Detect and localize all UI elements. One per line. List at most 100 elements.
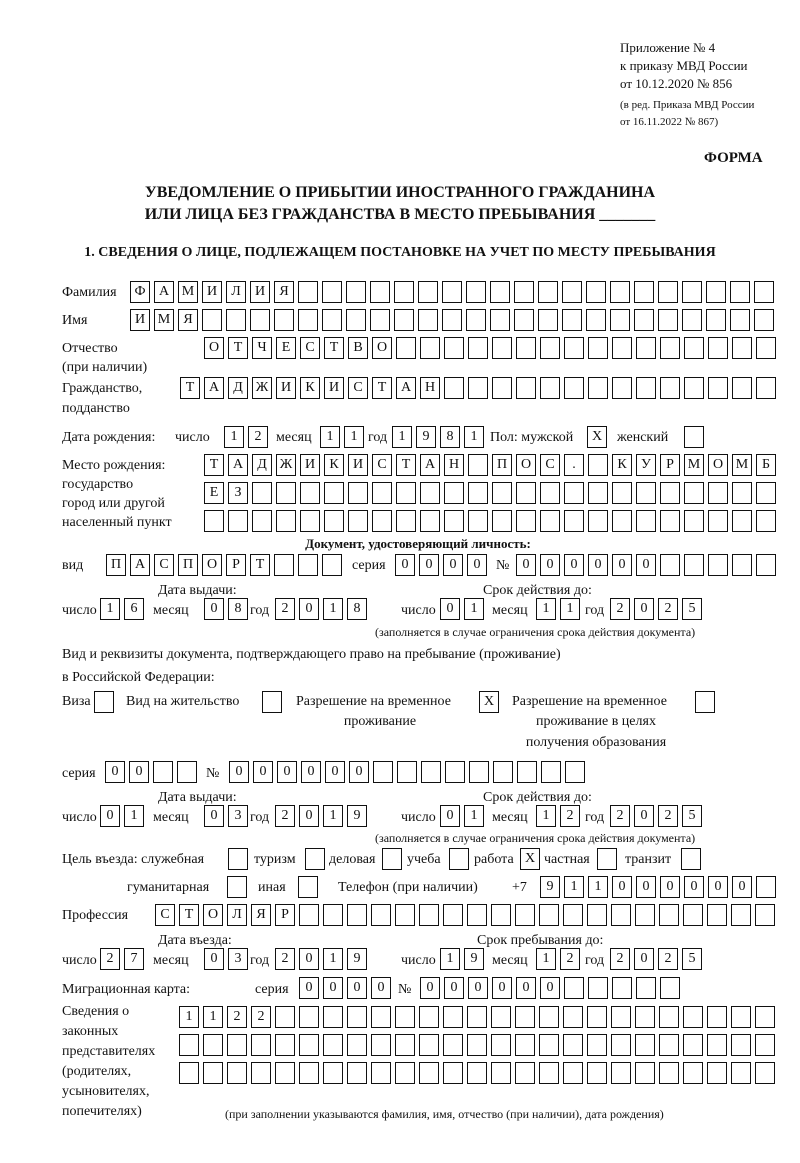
char-cell[interactable]: Н	[444, 454, 464, 476]
char-cell[interactable]: 0	[371, 977, 391, 999]
char-cell[interactable]	[420, 337, 440, 359]
char-cell[interactable]	[347, 904, 367, 926]
char-cell[interactable]	[659, 1062, 679, 1084]
purpose-transit-checkbox[interactable]	[681, 848, 701, 870]
char-cell[interactable]	[443, 1034, 463, 1056]
purpose-humanitarian-checkbox[interactable]	[227, 876, 247, 898]
char-cell[interactable]	[252, 510, 272, 532]
char-cell[interactable]	[538, 309, 558, 331]
char-cell[interactable]	[684, 554, 704, 576]
char-cell[interactable]	[275, 1062, 295, 1084]
char-cell[interactable]: 0	[420, 977, 440, 999]
char-cell[interactable]: 1	[536, 948, 556, 970]
char-cell[interactable]: 1	[536, 598, 556, 620]
char-cell[interactable]: 1	[344, 426, 364, 448]
purpose-tourism-checkbox[interactable]	[305, 848, 325, 870]
char-cell[interactable]	[588, 337, 608, 359]
char-cell[interactable]	[539, 1006, 559, 1028]
char-cell[interactable]	[204, 510, 224, 532]
char-cell[interactable]	[562, 309, 582, 331]
char-cell[interactable]: 0	[204, 948, 224, 970]
char-cell[interactable]: С	[348, 377, 368, 399]
char-cell[interactable]	[683, 904, 703, 926]
char-cell[interactable]: 2	[227, 1006, 247, 1028]
char-cell[interactable]	[684, 426, 704, 448]
char-cell[interactable]: И	[276, 377, 296, 399]
char-cell[interactable]: Р	[226, 554, 246, 576]
char-cell[interactable]: 0	[349, 761, 369, 783]
char-cell[interactable]	[468, 482, 488, 504]
char-cell[interactable]	[324, 482, 344, 504]
char-cell[interactable]	[732, 554, 752, 576]
char-cell[interactable]: Ж	[276, 454, 296, 476]
char-cell[interactable]: П	[106, 554, 126, 576]
char-cell[interactable]	[540, 337, 560, 359]
char-cell[interactable]	[588, 482, 608, 504]
char-cell[interactable]: И	[300, 454, 320, 476]
char-cell[interactable]	[490, 281, 510, 303]
char-cell[interactable]: П	[178, 554, 198, 576]
char-cell[interactable]: З	[228, 482, 248, 504]
char-cell[interactable]: 0	[299, 598, 319, 620]
char-cell[interactable]: Т	[228, 337, 248, 359]
char-cell[interactable]: 1	[320, 426, 340, 448]
char-cell[interactable]	[681, 848, 701, 870]
char-cell[interactable]: 0	[588, 554, 608, 576]
char-cell[interactable]: К	[324, 454, 344, 476]
char-cell[interactable]: X	[520, 848, 540, 870]
char-cell[interactable]	[612, 977, 632, 999]
char-cell[interactable]: .	[564, 454, 584, 476]
birth-place-cells-3[interactable]	[204, 510, 776, 532]
char-cell[interactable]	[373, 761, 393, 783]
char-cell[interactable]	[395, 1034, 415, 1056]
char-cell[interactable]	[563, 1006, 583, 1028]
char-cell[interactable]: 9	[347, 805, 367, 827]
char-cell[interactable]	[449, 848, 469, 870]
char-cell[interactable]: 0	[540, 977, 560, 999]
char-cell[interactable]	[756, 337, 776, 359]
char-cell[interactable]: 9	[347, 948, 367, 970]
char-cell[interactable]	[467, 904, 487, 926]
char-cell[interactable]	[610, 309, 630, 331]
char-cell[interactable]	[323, 1034, 343, 1056]
char-cell[interactable]: П	[492, 454, 512, 476]
char-cell[interactable]: 0	[492, 977, 512, 999]
char-cell[interactable]: О	[202, 554, 222, 576]
char-cell[interactable]: 7	[124, 948, 144, 970]
trp-edu-checkbox[interactable]	[695, 691, 715, 713]
char-cell[interactable]	[756, 482, 776, 504]
char-cell[interactable]: Д	[228, 377, 248, 399]
char-cell[interactable]	[444, 482, 464, 504]
char-cell[interactable]	[443, 1006, 463, 1028]
char-cell[interactable]: А	[396, 377, 416, 399]
char-cell[interactable]	[300, 510, 320, 532]
char-cell[interactable]	[635, 1034, 655, 1056]
char-cell[interactable]	[443, 1062, 463, 1084]
char-cell[interactable]	[420, 510, 440, 532]
char-cell[interactable]: 1	[564, 876, 584, 898]
char-cell[interactable]: 9	[416, 426, 436, 448]
char-cell[interactable]: М	[732, 454, 752, 476]
char-cell[interactable]: 1	[560, 598, 580, 620]
char-cell[interactable]	[634, 281, 654, 303]
char-cell[interactable]	[658, 309, 678, 331]
char-cell[interactable]: И	[250, 281, 270, 303]
char-cell[interactable]	[516, 482, 536, 504]
char-cell[interactable]	[540, 377, 560, 399]
char-cell[interactable]: 1	[323, 948, 343, 970]
char-cell[interactable]: 2	[251, 1006, 271, 1028]
char-cell[interactable]	[395, 1062, 415, 1084]
char-cell[interactable]	[731, 1006, 751, 1028]
char-cell[interactable]	[396, 482, 416, 504]
char-cell[interactable]: А	[154, 281, 174, 303]
char-cell[interactable]	[276, 510, 296, 532]
char-cell[interactable]	[323, 1006, 343, 1028]
